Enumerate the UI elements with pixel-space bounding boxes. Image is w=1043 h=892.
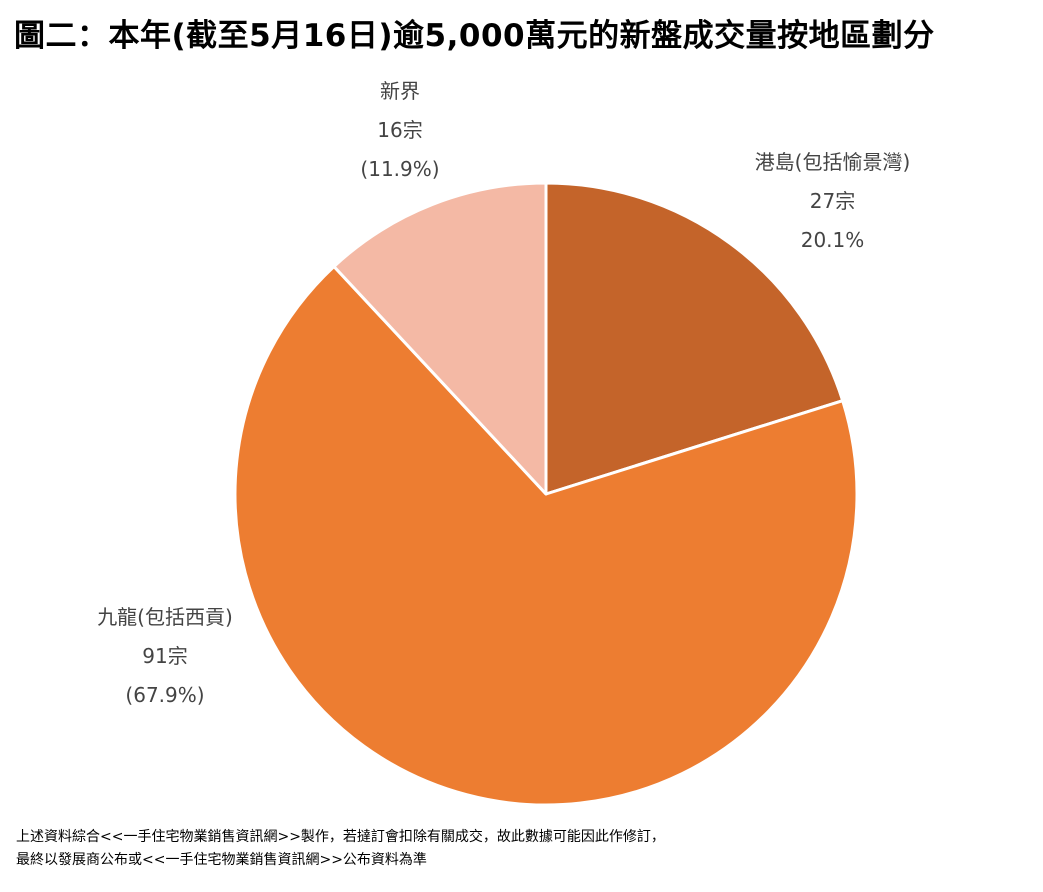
- slice-count-nt: 16宗: [377, 118, 423, 142]
- slice-percent-kowloon: (67.9%): [125, 683, 205, 707]
- slice-label-hk-island: 港島(包括愉景灣) 27宗 20.1%: [730, 143, 935, 260]
- slice-label-kowloon: 九龍(包括西貢) 91宗 (67.9%): [70, 598, 260, 715]
- footnote-line-2: 最終以發展商公布或<<一手住宅物業銷售資訊網>>公布資料為準: [16, 852, 427, 868]
- slice-percent-nt: (11.9%): [360, 157, 440, 181]
- slice-count-kowloon: 91宗: [142, 644, 188, 668]
- slice-label-nt: 新界 16宗 (11.9%): [335, 72, 465, 189]
- slice-count-hk-island: 27宗: [809, 189, 856, 213]
- footnote-line-1: 上述資料綜合<<一手住宅物業銷售資訊網>>製作，若撻訂會扣除有關成交，故此數據可…: [16, 829, 665, 845]
- footnote: 上述資料綜合<<一手住宅物業銷售資訊網>>製作，若撻訂會扣除有關成交，故此數據可…: [16, 826, 665, 872]
- slice-name-kowloon: 九龍(包括西貢): [97, 605, 233, 629]
- pie-slice-nt: [332, 181, 548, 496]
- pie-slice-kowloon: [233, 264, 859, 807]
- slice-percent-hk-island: 20.1%: [800, 228, 865, 252]
- slice-name-nt: 新界: [380, 79, 420, 103]
- chart-title: 圖二：本年(截至5月16日)逾5,000萬元的新盤成交量按地區劃分: [14, 18, 935, 54]
- pie-slice-hk-island: [544, 181, 845, 496]
- slice-name-hk-island: 港島(包括愉景灣): [754, 150, 911, 174]
